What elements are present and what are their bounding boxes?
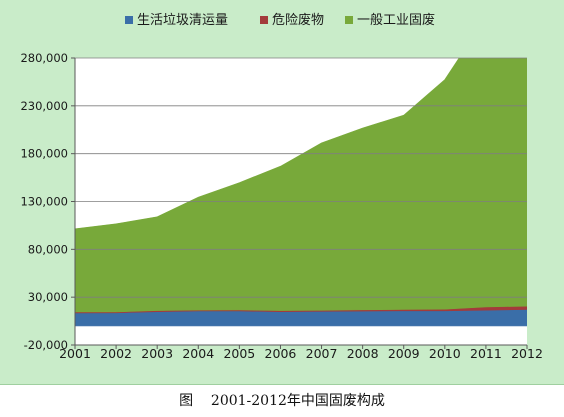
chart-frame: -20,000 30,000 80,000 130,000 180,000 230,000…: [0, 0, 564, 385]
x-tick-label-9: 2010: [429, 346, 461, 361]
caption-text: 2001-2012年中国固废构成: [210, 393, 385, 409]
axes: -20,000 30,000 80,000 130,000 180,000 230,000…: [20, 51, 542, 361]
x-tick-label-2: 2003: [141, 346, 173, 361]
legend-swatch-1: [125, 16, 133, 24]
y-tick-label-6: 280,000: [20, 51, 68, 65]
legend-swatch-3: [345, 16, 353, 24]
y-tick-label-2: 80,000: [28, 242, 68, 256]
x-tick-label-7: 2008: [347, 346, 379, 361]
legend-label-3: 一般工业固废: [357, 12, 435, 28]
gridlines: [75, 57, 527, 298]
legend-label-2: 危险废物: [272, 12, 324, 28]
x-tick-label-10: 2011: [470, 346, 502, 361]
area-series-3: [75, 58, 527, 313]
x-tick-label-1: 2002: [100, 346, 132, 361]
area-series-group: [75, 58, 527, 327]
x-tick-label-8: 2009: [388, 346, 420, 361]
legend-swatch-2: [260, 16, 268, 24]
x-tick-label-6: 2007: [306, 346, 338, 361]
legend-label-1: 生活垃圾清运量: [137, 13, 228, 28]
y-tick-label-3: 130,000: [20, 195, 68, 209]
y-tick-label-4: 180,000: [20, 147, 68, 161]
figure-caption: 图 2001-2012年中国固废构成: [0, 390, 564, 410]
y-tick-label-5: 230,000: [20, 99, 68, 113]
y-tick-label-1: 30,000: [28, 290, 68, 304]
x-tick-label-3: 2004: [182, 346, 214, 361]
x-tick-label-5: 2006: [265, 346, 297, 361]
legend: 生活垃圾清运量 危险废物 一般工业固废: [125, 12, 435, 28]
x-tick-label-4: 2005: [223, 346, 255, 361]
caption-label: 图: [179, 393, 194, 409]
x-tick-label-11: 2012: [511, 346, 543, 361]
stacked-area-chart: -20,000 30,000 80,000 130,000 180,000 230,000…: [20, 12, 542, 361]
y-tick-label-0: -20,000: [24, 338, 68, 352]
x-tick-label-0: 2001: [59, 346, 91, 361]
